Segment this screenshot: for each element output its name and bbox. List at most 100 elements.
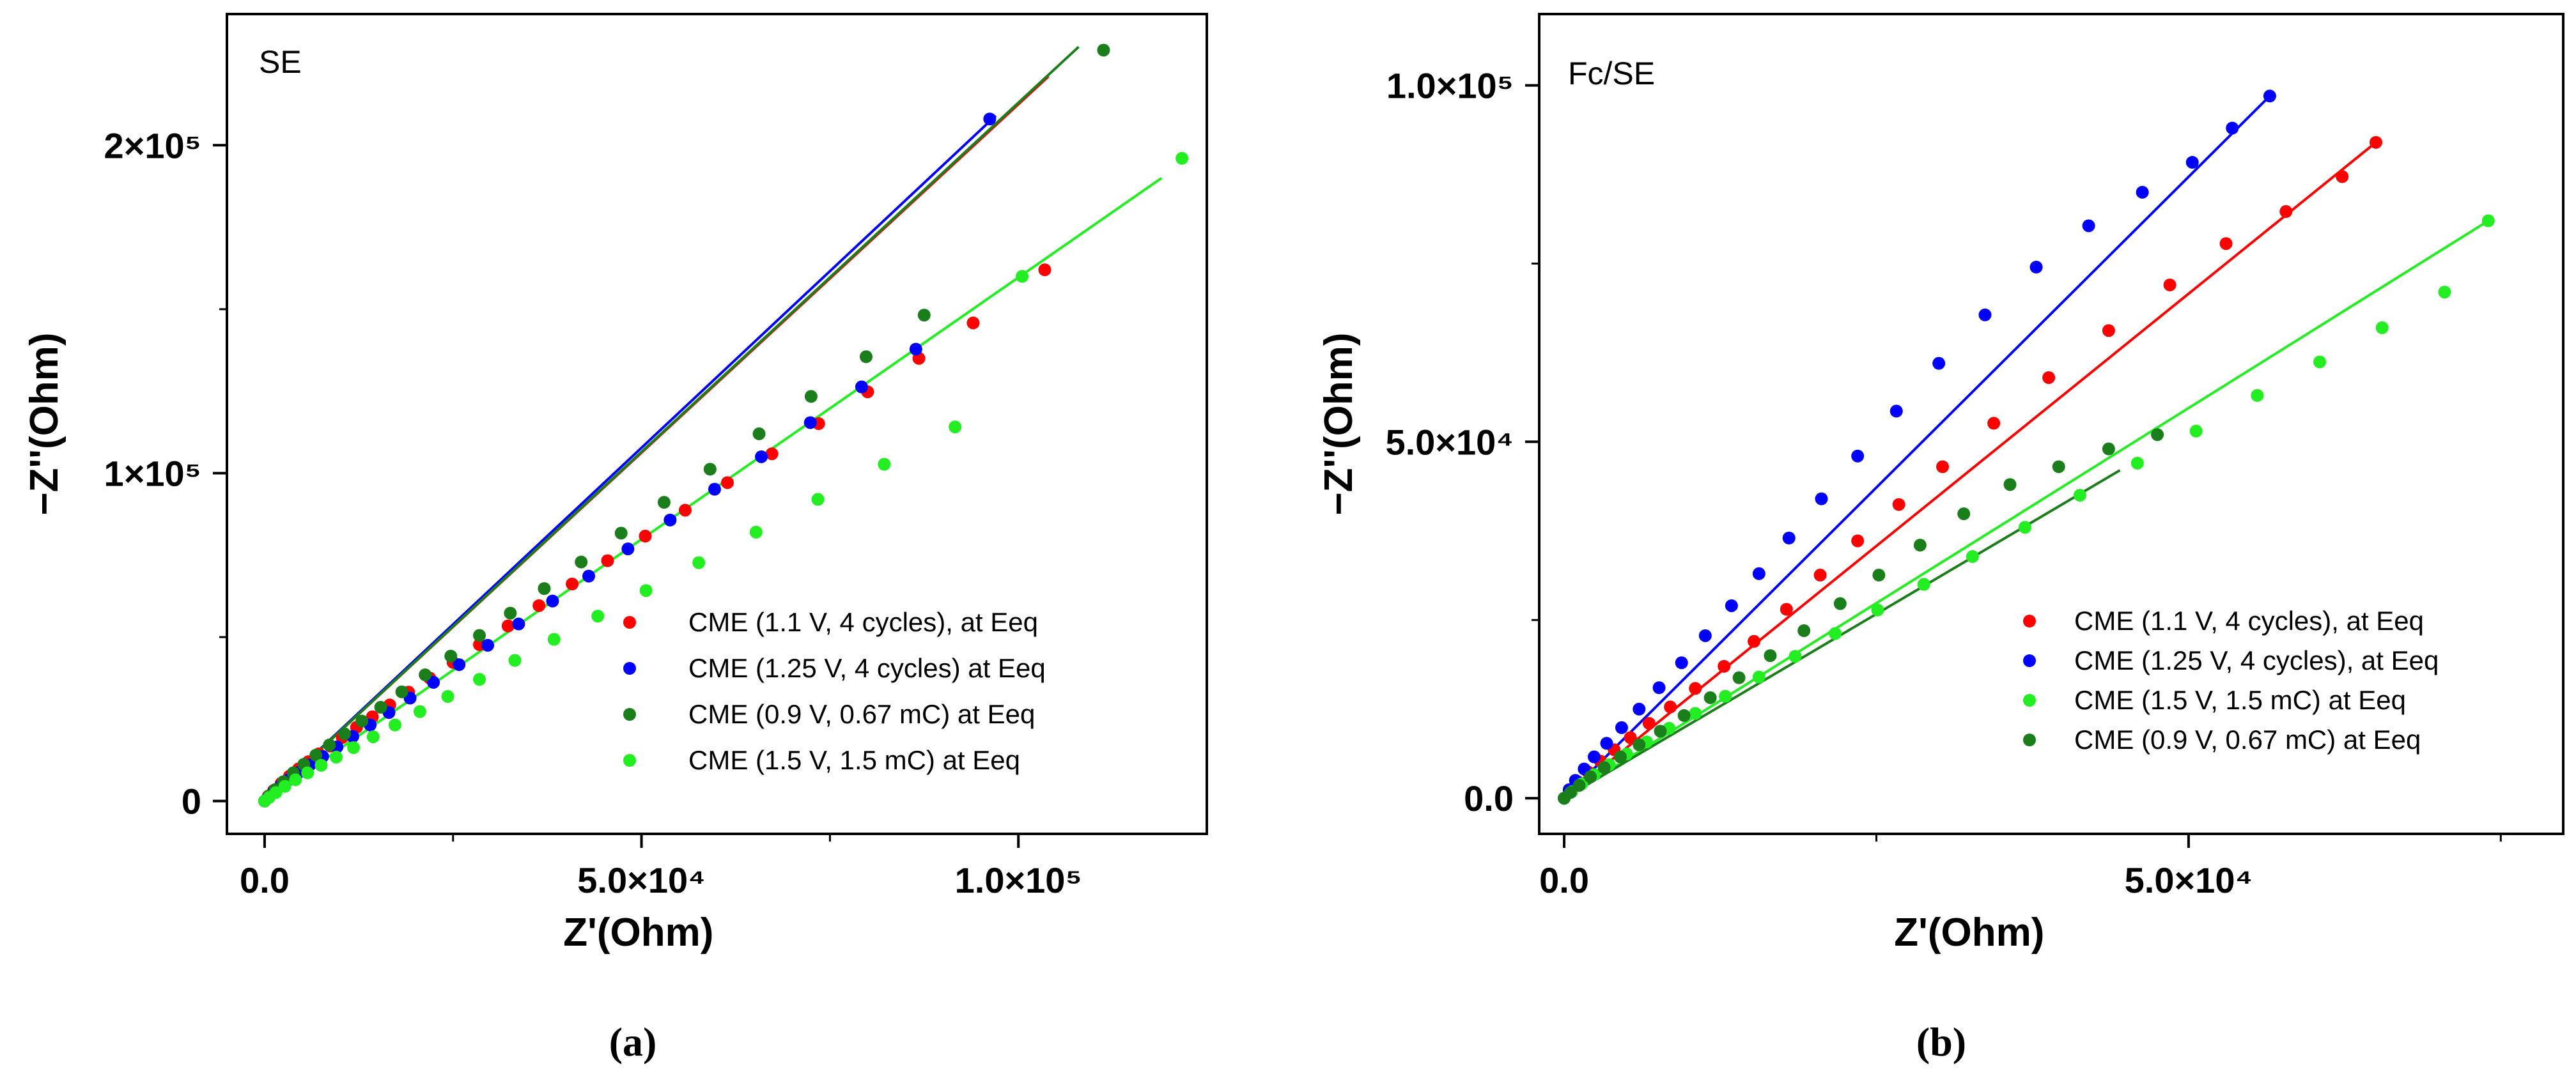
data-point-series-3 [749,525,763,539]
data-point-series-1 [427,675,440,689]
data-point-series-1 [708,482,721,496]
data-point-series-2 [917,309,931,322]
data-point-series-0 [2042,371,2056,384]
legend: CME (1.1 V, 4 cycles), at Eeq CME (1.25 V… [2023,606,2439,755]
data-point-series-3 [347,741,361,755]
data-point-series-3 [1633,738,1646,751]
data-point-series-3 [1563,786,1577,799]
y-tick-label: 5.0×10⁴ [1385,422,1514,462]
data-point-series-1 [481,638,495,652]
legend-marker [2023,654,2036,667]
legend-marker [2023,694,2036,707]
data-point-series-0 [966,316,980,330]
data-point-series-3 [1584,770,1597,783]
legend-marker [623,662,636,675]
data-point-series-1 [2263,89,2276,103]
data-point-series-0 [721,476,734,489]
data-point-series-2 [1719,689,1732,703]
data-point-series-0 [532,599,546,612]
x-axis-title: Z'(Ohm) [563,911,713,955]
panel-b: 0.0 5.0×10⁴ 0.0 5.0×10⁴ 1.0×10⁵ Z'(Ohm) −Z''(O… [1317,13,2564,955]
data-point-series-2 [1917,578,1930,591]
fit-line-series-1 [1563,95,2271,799]
x-tick-label: 5.0×10⁴ [577,860,706,900]
data-point-series-0 [2336,170,2349,183]
data-point-series-1 [1633,702,1646,716]
data-point-series-2 [395,685,408,698]
data-point-series-1 [1752,567,1765,580]
data-point-series-2 [374,700,387,714]
data-point-series-2 [1752,670,1765,684]
data-point-series-1 [1932,357,1946,370]
data-point-series-1 [1889,404,1903,418]
legend-marker [2023,615,2036,627]
data-point-series-3 [289,773,302,787]
legend-marker [623,616,636,629]
data-point-series-2 [1829,627,1842,640]
data-point-series-3 [329,750,343,764]
data-point-series-3 [366,730,380,744]
data-point-series-3 [2003,478,2017,491]
data-point-series-1 [1675,656,1688,670]
data-point-series-2 [2251,388,2264,402]
data-point-series-2 [473,629,486,642]
data-point-series-3 [269,786,283,799]
data-point-series-3 [2052,460,2065,473]
x-axis-title: Z'(Ohm) [1894,911,2044,955]
data-point-series-1 [1587,750,1601,764]
data-point-series-1 [909,342,922,356]
legend-entry: CME (1.1 V, 4 cycles), at Eeq [688,607,1038,637]
data-point-series-3 [1872,569,1886,582]
data-point-series-2 [419,668,432,682]
data-point-series-3 [692,556,706,569]
x-tick-label: 0.0 [240,860,290,900]
data-point-series-1 [2185,156,2199,169]
data-point-series-2 [657,496,671,509]
legend-entry: CME (0.9 V, 0.67 mC) at Eeq [688,699,1035,729]
data-point-series-3 [1703,691,1717,704]
data-point-series-3 [1764,649,1777,663]
data-point-series-3 [1597,761,1611,774]
data-point-series-0 [1851,534,1865,548]
data-point-series-1 [803,416,817,429]
data-point-series-1 [1725,599,1738,612]
data-point-series-0 [1689,682,1702,695]
data-point-series-0 [1813,569,1827,582]
data-point-series-3 [508,654,522,667]
data-point-series-1 [1978,308,1992,321]
panel-a: 0.0 5.0×10⁴ 1.0×10⁵ 0 1×10⁵ 2×10⁵ Z'(Ohm) −Z''(… [22,13,1208,955]
panel-label: SE [259,44,302,80]
data-point-series-1 [2226,121,2239,135]
data-point-series-2 [2130,456,2144,470]
legend-entry: CME (1.5 V, 1.5 mC) at Eeq [688,745,1020,775]
data-point-series-0 [2102,324,2115,337]
fit-line-series-2 [263,45,1080,803]
data-point-series-3 [591,610,605,623]
data-point-series-1 [755,450,768,463]
data-point-series-3 [1654,725,1667,738]
data-point-series-3 [1677,709,1691,722]
y-tick-label: 1×10⁵ [104,453,201,493]
data-point-series-0 [1987,417,2001,430]
data-point-series-3 [1572,779,1586,792]
data-point-series-2 [1689,707,1702,720]
data-point-series-2 [1788,650,1802,663]
fit-line-series-3 [1563,469,2121,799]
data-point-series-0 [678,504,692,517]
data-point-series-0 [501,619,515,633]
legend-entry: CME (1.5 V, 1.5 mC) at Eeq [2074,685,2406,715]
y-tick-label: 2×10⁵ [104,125,201,165]
y-tick-label: 1.0×10⁵ [1386,66,1514,106]
data-point-series-3 [1833,597,1847,610]
data-point-series-3 [1913,539,1927,552]
legend-entry: CME (1.25 V, 4 cycles) at Eeq [688,653,1046,683]
data-point-series-0 [601,554,614,567]
x-tick-label: 0.0 [1539,860,1589,900]
x-tick-label: 5.0×10⁴ [2125,860,2253,900]
legend-marker [623,708,636,721]
data-point-series-0 [1748,634,1761,648]
data-point-series-3 [2102,442,2115,456]
caption-a: (a) [609,1019,657,1065]
data-point-series-1 [546,594,559,608]
data-point-series-3 [2151,428,2164,442]
